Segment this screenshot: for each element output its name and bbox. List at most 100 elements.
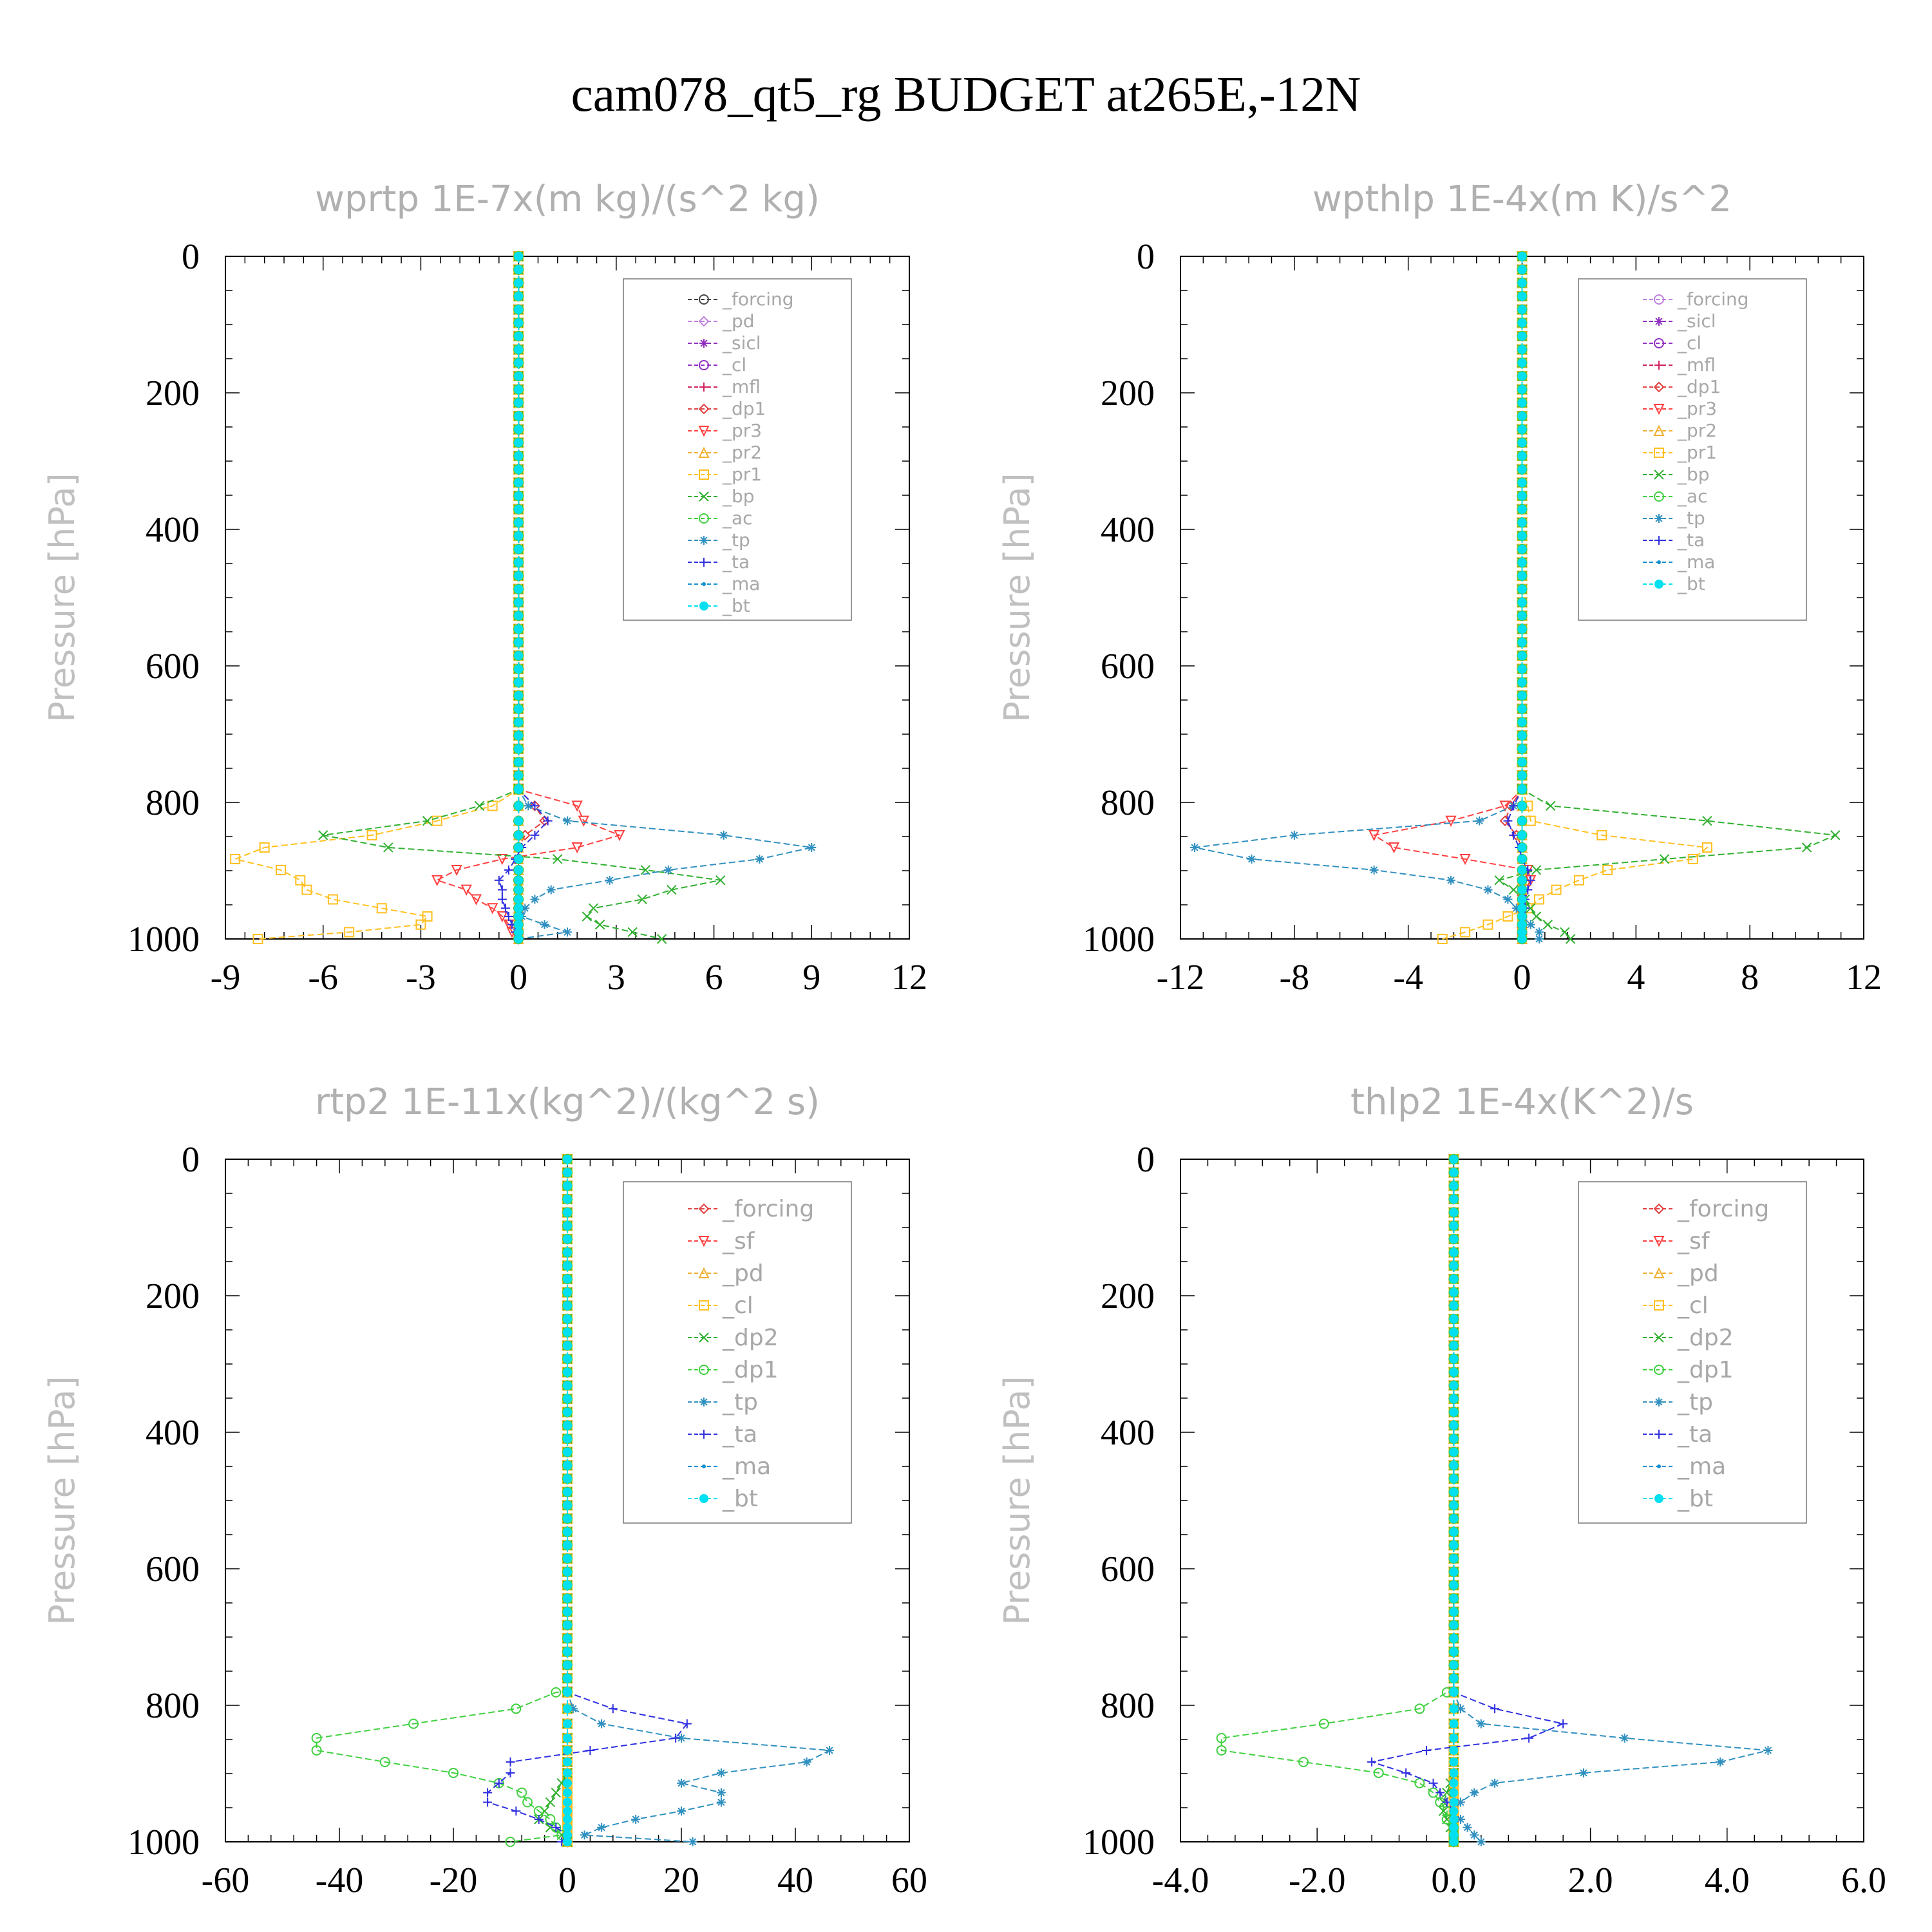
y-tick-label: 200 <box>1101 374 1155 413</box>
x-tick-label: 12 <box>1846 958 1882 998</box>
data-point <box>1517 372 1527 381</box>
legend-marker <box>699 360 709 370</box>
data-point <box>1449 1287 1459 1297</box>
series-tp <box>1190 252 1544 943</box>
data-point <box>1517 677 1527 687</box>
x-tick-label: -2.0 <box>1289 1861 1346 1900</box>
data-point <box>563 1301 572 1311</box>
series-line <box>1194 256 1540 939</box>
data-point <box>1517 265 1527 274</box>
data-point <box>1449 1823 1459 1832</box>
data-point <box>1456 1797 1466 1807</box>
data-point <box>719 830 728 840</box>
legend-label: _tp <box>1677 1389 1713 1416</box>
data-point <box>514 571 524 581</box>
data-point <box>1216 1745 1227 1756</box>
data-point <box>594 920 605 930</box>
legend-label: _sicl <box>1677 310 1716 332</box>
data-point <box>514 771 524 781</box>
data-point <box>1517 584 1527 594</box>
data-point <box>677 1778 686 1788</box>
y-tick-label: 800 <box>146 783 200 823</box>
legend-label: _bt <box>1677 573 1705 594</box>
legend-label: _mfl <box>722 376 761 397</box>
legend-marker <box>1654 1300 1664 1311</box>
y-axis-label: Pressure [hPa] <box>42 473 82 722</box>
data-point <box>1517 464 1527 474</box>
data-point <box>514 265 524 274</box>
data-point <box>1298 1756 1309 1767</box>
series-bt <box>1517 252 1527 943</box>
data-point <box>504 912 513 922</box>
legend-marker <box>699 1300 709 1311</box>
data-point <box>504 865 513 875</box>
data-point <box>563 1778 572 1788</box>
data-point <box>1449 1745 1459 1755</box>
data-point <box>514 895 524 904</box>
legend-label: _sf <box>722 1228 755 1255</box>
data-point <box>1449 1501 1459 1510</box>
data-point <box>514 451 524 461</box>
legend-label: _bp <box>722 486 755 507</box>
data-point <box>514 717 524 727</box>
data-point <box>487 800 498 811</box>
legend-marker <box>699 601 708 611</box>
data-point <box>608 1704 618 1714</box>
data-point <box>1517 332 1527 341</box>
data-point <box>497 895 507 904</box>
data-point <box>1449 1195 1459 1204</box>
data-point <box>1517 865 1527 875</box>
data-point <box>1449 1514 1459 1524</box>
data-point <box>514 478 524 488</box>
x-tick-label: 3 <box>607 958 625 998</box>
legend-label: _pr3 <box>722 420 762 441</box>
x-tick-label: 2.0 <box>1568 1861 1613 1900</box>
data-point <box>514 934 524 943</box>
data-point <box>1483 885 1493 895</box>
data-point <box>514 438 524 448</box>
y-axis-label: Pressure [hPa] <box>997 473 1037 722</box>
data-point <box>563 1195 572 1204</box>
data-point <box>1517 691 1527 701</box>
data-point <box>460 884 472 896</box>
data-point <box>1508 884 1519 895</box>
legend-marker <box>1654 469 1664 480</box>
y-tick-label: 600 <box>146 1549 200 1589</box>
legend-label: _dp2 <box>1677 1325 1734 1351</box>
data-point <box>514 611 524 621</box>
y-tick-label: 1000 <box>1083 1823 1155 1862</box>
data-point <box>563 1341 572 1350</box>
legend-marker <box>699 339 708 348</box>
data-point <box>1687 853 1698 864</box>
data-point <box>551 1823 561 1832</box>
legend-label: _forcing <box>722 289 794 310</box>
data-point <box>1475 816 1484 826</box>
data-point <box>755 854 764 864</box>
data-point <box>1449 1341 1459 1350</box>
data-point <box>1517 611 1527 621</box>
legend-label: _dp1 <box>1677 1357 1734 1383</box>
legend-marker <box>1654 1494 1663 1503</box>
legend-label: _cl <box>722 354 746 375</box>
data-point <box>514 912 524 922</box>
legend-marker <box>702 582 706 586</box>
data-point <box>563 1704 572 1714</box>
data-point <box>1503 895 1513 904</box>
data-point <box>1449 1837 1459 1846</box>
data-point <box>1449 1407 1459 1417</box>
data-point <box>483 1788 493 1797</box>
data-point <box>505 1837 516 1847</box>
data-point <box>376 903 387 914</box>
data-point <box>563 1474 572 1484</box>
data-point <box>563 1540 572 1550</box>
data-point <box>1449 1687 1459 1697</box>
data-point <box>514 398 524 408</box>
data-point <box>514 424 524 434</box>
data-point <box>1526 875 1535 885</box>
data-point <box>563 1434 572 1444</box>
data-point <box>514 875 524 885</box>
data-point <box>716 1788 726 1797</box>
data-point <box>543 816 553 826</box>
legend-marker <box>699 469 709 480</box>
legend-marker <box>1653 424 1665 436</box>
